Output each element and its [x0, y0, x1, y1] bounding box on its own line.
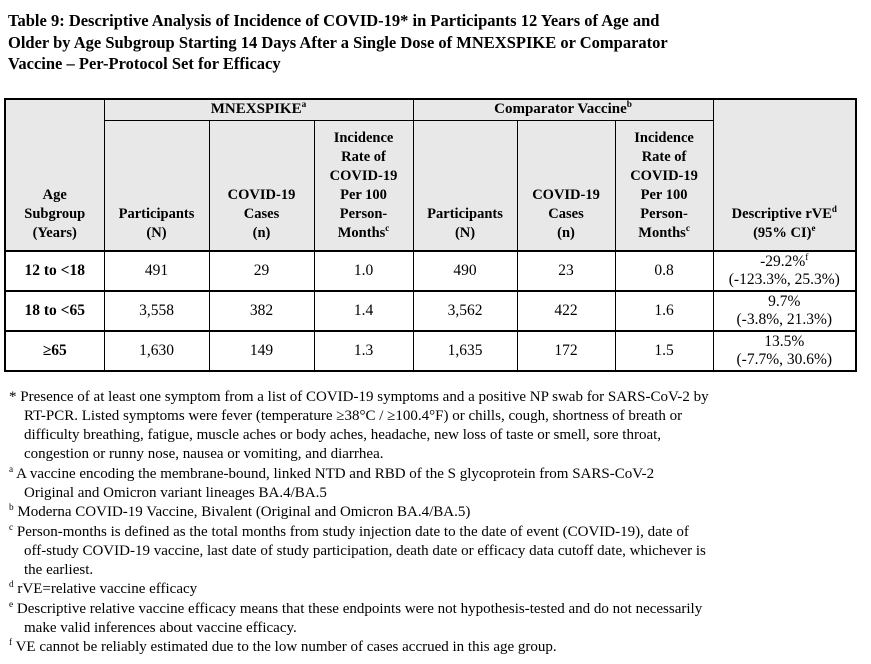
col-header-age-subgroup: Age Subgroup (Years): [4, 98, 105, 251]
footnote-d: d rVE=relative vaccine efficacy: [4, 580, 863, 599]
mnexspike-participants-cell: 491: [103, 250, 210, 291]
mnexspike-participants-cell: 3,558: [103, 290, 210, 331]
covid-incidence-table: Age Subgroup (Years) MNEXSPIKEa Comparator…: [4, 97, 858, 372]
comparator-incidence-rate-cell: 1.5: [614, 330, 714, 371]
comparator-participants-cell: 3,562: [412, 290, 518, 331]
footnote-ref-b: b: [626, 100, 632, 111]
rve-ci: (-123.3%, 25.3%): [728, 270, 840, 288]
footnote-ref-f: f: [805, 251, 809, 263]
group-header-mnexspike-label: MNEXSPIKE: [210, 101, 302, 118]
col-header-incidence-rate-mnexspike: Incidence Rate of COVID-19 Per 100 Person- M…: [313, 120, 414, 251]
footnote-text: Person-months is defined as the total mo…: [16, 523, 706, 579]
group-header-row: Age Subgroup (Years) MNEXSPIKEa Comparator…: [4, 98, 857, 251]
footnote-ref-c: c: [685, 222, 690, 233]
rve-header-line1: Descriptive rVE: [731, 205, 832, 222]
footnote-ref-e: e: [811, 222, 816, 233]
footnote-text: rVE=relative vaccine efficacy: [17, 581, 198, 598]
footnote-b: b Moderna COVID-19 Vaccine, Bivalent (Or…: [4, 503, 863, 522]
col-header-covid-cases-comparator: COVID-19 Cases (n): [516, 120, 616, 251]
comparator-participants-cell: 490: [412, 250, 518, 291]
footnote-marker: f: [9, 638, 13, 649]
footnote-marker: c: [9, 522, 14, 533]
age-subgroup-cell: 18 to <65: [4, 290, 105, 331]
group-header-comparator: Comparator Vaccineb: [412, 98, 714, 121]
mnexspike-incidence-rate-cell: 1.3: [313, 330, 414, 371]
incidence-header-lines: Incidence Rate of COVID-19 Per 100 Person-: [630, 129, 698, 222]
footnote-text: A vaccine encoding the membrane-bound, l…: [16, 465, 655, 501]
col-header-covid-cases-mnexspike: COVID-19 Cases (n): [208, 120, 315, 251]
col-header-incidence-rate-comparator: Incidence Rate of COVID-19 Per 100 Person- M…: [614, 120, 714, 251]
comparator-cases-cell: 422: [516, 290, 616, 331]
table-row-18-to-65: 18 to <65 3,558 382 1.4 3,562 422 1.6 9.…: [4, 290, 857, 331]
footnote-ref-d: d: [831, 203, 837, 214]
footnote-e: e Descriptive relative vaccine efficacy …: [4, 600, 863, 639]
descriptive-rve-cell: 9.7% (-3.8%, 21.3%): [712, 290, 857, 331]
footnotes: * Presence of at least one symptom from …: [4, 388, 863, 658]
rve-value: -29.2%: [760, 252, 806, 270]
footnote-text: VE cannot be reliably estimated due to t…: [15, 639, 557, 656]
footnote-marker: a: [9, 464, 14, 475]
comparator-participants-cell: 1,635: [412, 330, 518, 371]
incidence-header-last-line: Months: [337, 224, 386, 241]
footnote-star: * Presence of at least one symptom from …: [4, 388, 863, 465]
col-header-participants-comparator: Participants (N): [412, 120, 518, 251]
mnexspike-participants-cell: 1,630: [103, 330, 210, 371]
sub-header-row: Participants (N) COVID-19 Cases (n) Inciden…: [5, 120, 856, 251]
mnexspike-cases-cell: 382: [208, 290, 315, 331]
footnote-ref-c: c: [385, 222, 390, 233]
table-title: Table 9: Descriptive Analysis of Inciden…: [8, 11, 668, 73]
descriptive-rve-cell: -29.2%f (-123.3%, 25.3%): [712, 250, 857, 291]
footnote-text: Presence of at least one symptom from a …: [20, 388, 709, 463]
descriptive-rve-cell: 13.5% (-7.7%, 30.6%): [712, 330, 857, 371]
footnote-marker: b: [9, 503, 14, 514]
comparator-incidence-rate-cell: 0.8: [614, 250, 714, 291]
age-subgroup-cell: ≥65: [4, 330, 105, 371]
footnote-marker: *: [9, 388, 17, 405]
footnote-marker: e: [9, 599, 14, 610]
rve-value: 13.5%: [764, 332, 805, 350]
incidence-header-lines: Incidence Rate of COVID-19 Per 100 Person-: [329, 129, 398, 222]
group-header-mnexspike: MNEXSPIKEa: [103, 98, 414, 121]
col-header-descriptive-rve: Descriptive rVEd (95% CI)e: [712, 98, 857, 251]
footnote-c: c Person-months is defined as the total …: [4, 523, 863, 581]
mnexspike-cases-cell: 29: [208, 250, 315, 291]
age-subgroup-cell: 12 to <18: [4, 250, 105, 291]
footnote-text: Descriptive relative vaccine efficacy me…: [16, 600, 703, 637]
col-header-participants-mnexspike: Participants (N): [103, 120, 210, 251]
comparator-incidence-rate-cell: 1.6: [614, 290, 714, 331]
footnote-text: Moderna COVID-19 Vaccine, Bivalent (Orig…: [17, 504, 471, 521]
rve-header-line2: (95% CI): [753, 224, 812, 241]
mnexspike-incidence-rate-cell: 1.4: [313, 290, 414, 331]
footnote-marker: d: [9, 580, 14, 591]
footnote-f: f VE cannot be reliably estimated due to…: [4, 638, 863, 657]
table-row-65-plus: ≥65 1,630 149 1.3 1,635 172 1.5 13.5% (-7…: [4, 330, 857, 371]
table-row-12-to-18: 12 to <18 491 29 1.0 490 23 0.8 -29.2%f (…: [4, 250, 857, 291]
incidence-header-last-line: Months: [638, 224, 686, 241]
footnote-a: a A vaccine encoding the membrane-bound,…: [4, 465, 863, 504]
mnexspike-cases-cell: 149: [208, 330, 315, 371]
group-header-comparator-label: Comparator Vaccine: [494, 101, 627, 118]
rve-value: 9.7%: [768, 292, 801, 310]
comparator-cases-cell: 23: [516, 250, 616, 291]
mnexspike-incidence-rate-cell: 1.0: [313, 250, 414, 291]
footnote-ref-a: a: [301, 100, 307, 111]
comparator-cases-cell: 172: [516, 330, 616, 371]
rve-ci: (-7.7%, 30.6%): [736, 350, 833, 368]
rve-ci: (-3.8%, 21.3%): [736, 310, 833, 328]
